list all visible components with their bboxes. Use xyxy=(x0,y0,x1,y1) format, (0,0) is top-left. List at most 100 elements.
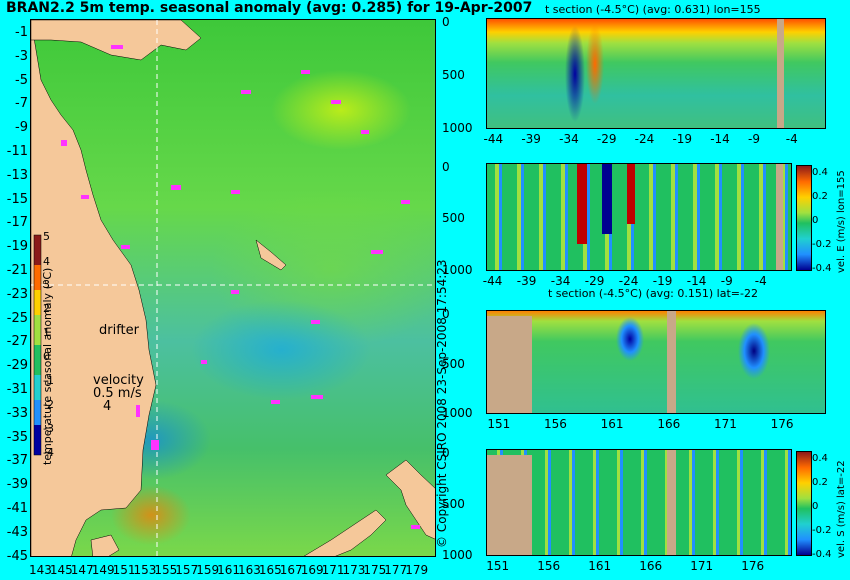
lat-tick: -37 xyxy=(6,453,28,469)
lat-tick: -25 xyxy=(6,310,28,326)
colorbar-tick: -1 xyxy=(43,374,54,387)
panel-1-title: t section (-4.5°C) (avg: 0.631) lon=155 xyxy=(545,3,761,16)
panel-x-tick: -39 xyxy=(516,274,537,288)
lat-tick: -19 xyxy=(6,239,28,255)
panel-x-tick: -34 xyxy=(550,274,571,288)
lon-tick: 163 xyxy=(238,563,261,577)
lon-tick: 159 xyxy=(196,563,220,577)
lat-tick: -29 xyxy=(6,358,28,374)
colorbar-tick: 4 xyxy=(43,255,50,268)
main-title: BRAN2.2 5m temp. seasonal anomaly (avg: … xyxy=(6,0,533,16)
panel-3-land xyxy=(487,316,532,413)
panel-x-tick: -14 xyxy=(686,274,707,288)
lat-tick: -27 xyxy=(6,334,28,350)
colorbar-tick: -2 xyxy=(43,398,54,411)
panel-x-tick: 161 xyxy=(600,417,624,431)
lat-tick: -33 xyxy=(6,405,28,421)
lat-tick: -21 xyxy=(6,263,28,278)
panel-y-tick: 0 xyxy=(442,446,450,460)
panel-y-tick: 0 xyxy=(442,307,450,321)
lat-tick: -9 xyxy=(15,120,28,136)
lon-tick: 143 xyxy=(29,563,52,577)
new-zealand-south xyxy=(303,509,387,556)
panel-4-land xyxy=(487,455,532,555)
new-zealand-land xyxy=(385,459,435,540)
panel-y-tick: 0 xyxy=(442,15,450,29)
lat-tick: -31 xyxy=(6,382,28,397)
panel-x-tick: -9 xyxy=(720,274,733,288)
panel-2-colorbar xyxy=(796,165,812,271)
panel-x-tick: 166 xyxy=(639,559,663,573)
panel-x-tick: -9 xyxy=(748,132,760,146)
lon-tick: 177 xyxy=(384,563,408,577)
colorbar-tick: -0.2 xyxy=(812,525,832,536)
panel-x-tick: 151 xyxy=(486,559,510,573)
lon-tick: 173 xyxy=(342,563,366,577)
lon-tick: 155 xyxy=(154,563,178,577)
panel-x-tick: -14 xyxy=(710,132,730,146)
lat-tick: -1 xyxy=(15,25,28,40)
panel-x-tick: -4 xyxy=(785,132,798,146)
lon-tick: 171 xyxy=(321,563,345,577)
panel-x-tick: 171 xyxy=(690,559,714,573)
panel-x-tick: -44 xyxy=(483,132,504,146)
panel-2-section xyxy=(486,163,792,271)
lat-tick: -3 xyxy=(15,48,28,64)
map-colorbar xyxy=(33,234,42,456)
anomaly-map: 5 4 3 2 1 0 -1 -2 -3 -4 temperature seas… xyxy=(30,19,436,557)
panel-x-tick: -44 xyxy=(482,274,503,288)
panel-x-tick: 156 xyxy=(544,417,567,431)
panel-1-land xyxy=(777,19,784,128)
panel-y-tick: 500 xyxy=(442,211,465,226)
lat-tick: -5 xyxy=(15,72,28,88)
velocity-legend-value2: 4 xyxy=(103,399,112,414)
panel-x-tick: 171 xyxy=(714,417,737,431)
colorbar-tick: 0 xyxy=(812,501,819,512)
colorbar-tick: -0.2 xyxy=(812,239,832,250)
panel-x-tick: 156 xyxy=(537,559,561,573)
panel-4-side-label: vel. S (m/s) lat=-22 xyxy=(836,460,847,558)
new-caledonia xyxy=(255,239,287,271)
lat-tick: -15 xyxy=(6,191,28,207)
lat-tick: -39 xyxy=(6,477,28,493)
lon-tick: 167 xyxy=(279,563,303,577)
lat-tick: -43 xyxy=(6,524,28,540)
lon-tick: 169 xyxy=(300,563,324,577)
colorbar-tick: 5 xyxy=(43,230,50,243)
panel-1-section xyxy=(486,18,826,129)
panel-y-tick: 500 xyxy=(442,356,465,371)
panel-4-section xyxy=(486,449,792,556)
colorbar-tick: 1 xyxy=(43,326,50,339)
panel-x-tick: -24 xyxy=(618,274,639,288)
panel-x-tick: 166 xyxy=(657,417,681,431)
panel-x-tick: -39 xyxy=(521,132,541,146)
panel-y-tick: 1000 xyxy=(442,406,473,421)
map-overlay xyxy=(31,20,435,556)
panel-x-tick: -19 xyxy=(672,132,693,146)
colorbar-tick: -3 xyxy=(43,422,54,435)
colorbar-tick: 0.2 xyxy=(812,477,828,488)
velocity-legend-value: 0.5 m/s xyxy=(93,386,142,401)
australia-land xyxy=(31,20,157,556)
lon-tick: 153 xyxy=(133,563,157,577)
colorbar-tick: 0.4 xyxy=(812,167,828,178)
lat-tick: -41 xyxy=(6,501,28,516)
panel-y-tick: 1000 xyxy=(442,120,473,135)
lon-tick: 165 xyxy=(258,563,282,577)
panel-x-tick: -34 xyxy=(559,132,579,146)
new-guinea-land xyxy=(31,20,202,61)
panel-2-side-label: vel. E (m/s) lon=155 xyxy=(836,170,847,273)
colorbar-tick: -0.4 xyxy=(812,549,832,560)
panel-y-tick: 500 xyxy=(442,67,465,82)
colorbar-tick: -0.4 xyxy=(812,263,832,274)
lon-tick: 145 xyxy=(49,563,73,577)
lon-tick: 157 xyxy=(175,563,199,577)
drifter-legend-label: drifter xyxy=(99,323,139,338)
lon-tick: 175 xyxy=(363,563,387,577)
colorbar-tick: 0.2 xyxy=(812,191,828,202)
lat-tick: -23 xyxy=(6,286,28,302)
panel-y-tick: 0 xyxy=(442,160,450,174)
panel-x-tick: -29 xyxy=(584,274,605,288)
panel-x-tick: 176 xyxy=(770,417,794,431)
panel-2-land xyxy=(776,164,783,270)
